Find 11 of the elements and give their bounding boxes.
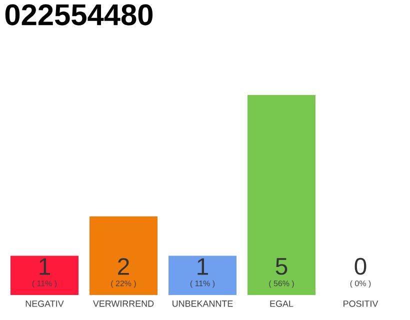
x-tick-label: POSITIV bbox=[344, 300, 378, 307]
x-tick-label: NEGATIV bbox=[26, 300, 64, 307]
annotation: 1 bbox=[198, 258, 208, 275]
annotation: 0 bbox=[354, 258, 366, 275]
annotation: 1 bbox=[40, 258, 50, 275]
chart-title: 022554480 bbox=[5, 4, 153, 26]
x-tick-label: VERWIRREND bbox=[92, 300, 154, 307]
x-tick-label: UNBEKANNTE bbox=[172, 300, 233, 307]
annotation: 5 bbox=[276, 258, 288, 275]
annotation: 2 bbox=[118, 258, 129, 275]
x-tick-label: EGAL bbox=[270, 300, 294, 307]
